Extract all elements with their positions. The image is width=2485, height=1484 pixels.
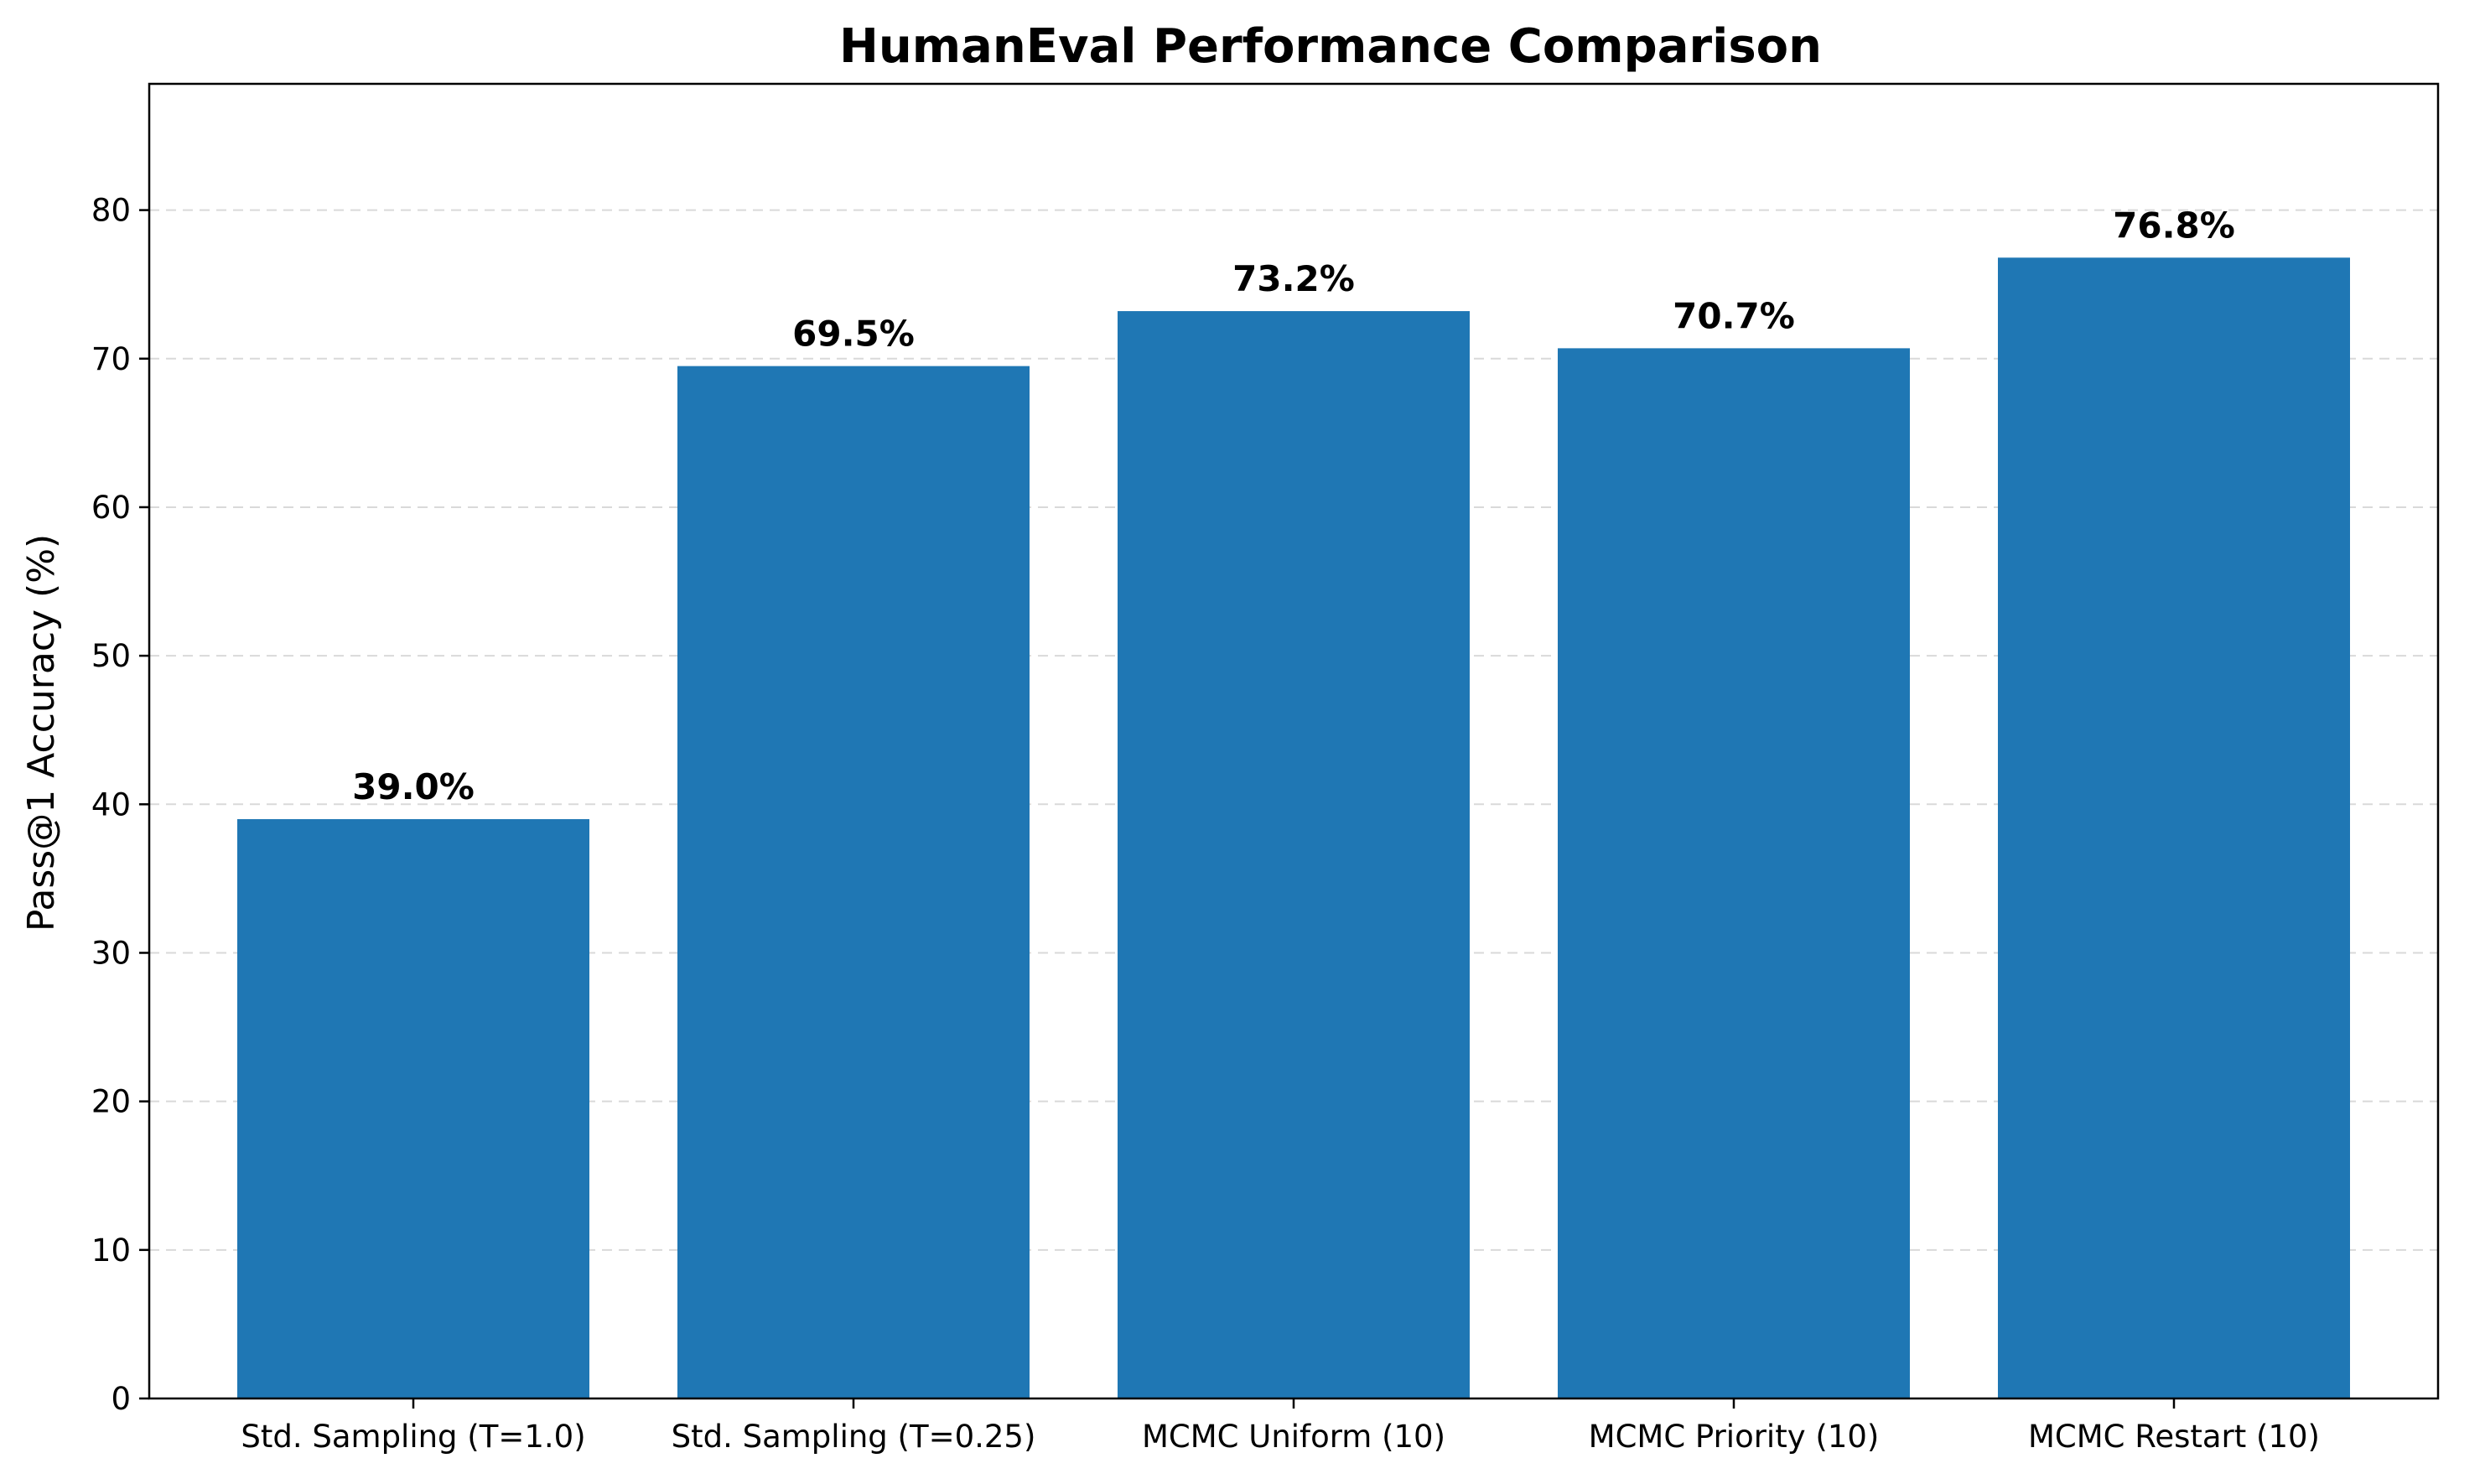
- y-tick-label: 80: [91, 193, 131, 229]
- bar: [1118, 311, 1470, 1398]
- y-tick-label: 30: [91, 935, 131, 971]
- bar: [677, 366, 1030, 1398]
- x-tick-label: MCMC Priority (10): [1589, 1419, 1880, 1455]
- chart-title: HumanEval Performance Comparison: [839, 19, 1822, 74]
- bar-value-label: 73.2%: [1232, 258, 1355, 299]
- bar-value-label: 69.5%: [792, 314, 915, 355]
- y-tick-label: 0: [111, 1381, 131, 1417]
- bar: [1558, 348, 1910, 1398]
- x-tick-label: Std. Sampling (T=0.25): [672, 1419, 1036, 1455]
- y-tick-label: 10: [91, 1232, 131, 1269]
- y-tick-label: 50: [91, 638, 131, 674]
- bar-value-label: 39.0%: [352, 766, 475, 807]
- bar: [237, 819, 589, 1398]
- bars: [237, 257, 2350, 1398]
- bar-value-label: 76.8%: [2113, 205, 2235, 246]
- y-tick-label: 70: [91, 341, 131, 377]
- plot-frame: [148, 82, 2440, 1400]
- x-tick-label: MCMC Uniform (10): [1142, 1419, 1445, 1455]
- x-tick-label: MCMC Restart (10): [2028, 1419, 2320, 1455]
- bar: [1998, 257, 2350, 1398]
- y-tick-label: 60: [91, 490, 131, 526]
- x-tick-label: Std. Sampling (T=1.0): [241, 1419, 585, 1455]
- axis-ticks: 0 10 20 30 40 50 60 70 80 Std. Sampling (T=1.0) St…: [91, 193, 2320, 1455]
- y-axis-label: Pass@1 Accuracy (%): [20, 534, 63, 931]
- y-tick-label: 20: [91, 1084, 131, 1120]
- y-tick-label: 40: [91, 786, 131, 822]
- bar-value-label: 70.7%: [1673, 295, 1795, 336]
- data-labels: 39.0% 69.5% 73.2% 70.7% 76.8%: [352, 205, 2235, 807]
